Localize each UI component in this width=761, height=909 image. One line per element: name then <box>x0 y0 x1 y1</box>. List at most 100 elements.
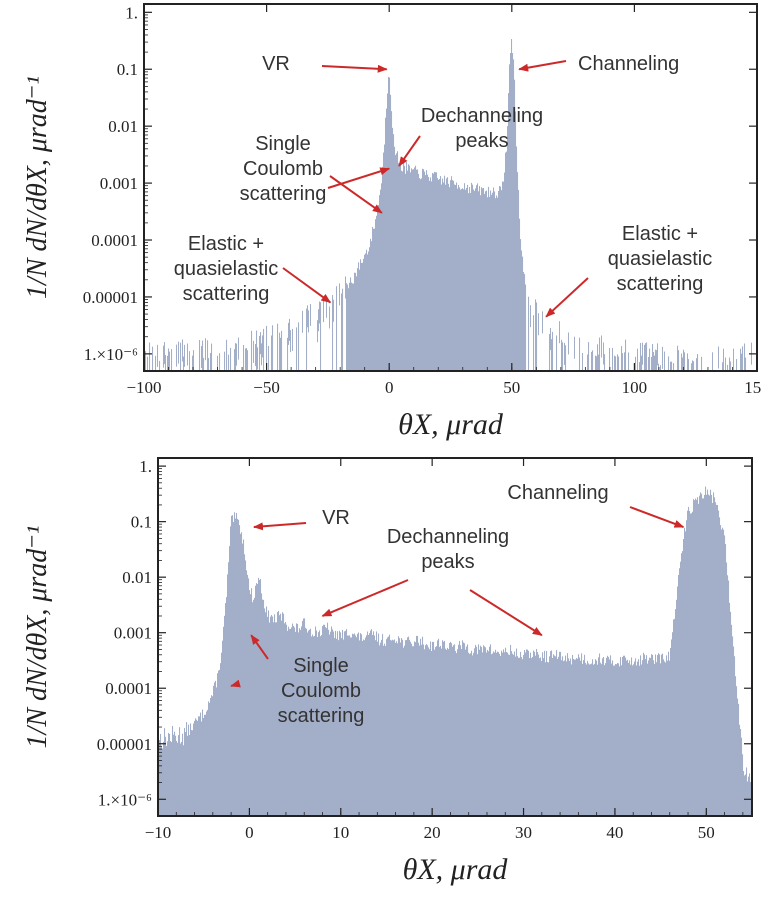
histogram-bar <box>710 489 712 816</box>
histogram-bar <box>537 652 539 816</box>
histogram-bar <box>261 343 262 366</box>
histogram-bar <box>441 648 443 816</box>
histogram-bar <box>515 111 517 371</box>
y-tick-label: 1.×10⁻⁶ <box>98 790 152 809</box>
histogram-bar <box>379 195 381 371</box>
histogram-bar <box>637 661 639 816</box>
histogram-bar <box>459 187 461 371</box>
histogram-bar <box>489 196 491 371</box>
histogram-bar <box>521 656 523 816</box>
histogram-bar <box>682 551 684 816</box>
histogram-bar <box>500 656 502 816</box>
annotation-label: Dechanneling <box>421 105 543 127</box>
histogram-bar <box>412 169 414 371</box>
histogram-bar <box>199 716 201 816</box>
histogram-bar <box>596 660 598 816</box>
histogram-bar <box>216 687 218 816</box>
histogram-bar <box>486 652 488 816</box>
histogram-bar <box>725 357 726 371</box>
histogram-bar <box>463 189 465 371</box>
histogram-bar <box>556 650 558 816</box>
histogram-bar <box>681 353 682 371</box>
histogram-bar <box>637 348 638 371</box>
histogram-bar <box>472 655 474 816</box>
annotation-label: Single <box>255 133 311 155</box>
histogram-bar <box>268 345 270 371</box>
histogram-bar <box>311 636 313 816</box>
histogram-bar <box>609 659 611 816</box>
histogram-bar <box>491 654 493 816</box>
histogram-bar <box>429 649 431 816</box>
histogram-bar <box>656 350 657 371</box>
histogram-bar <box>744 775 746 816</box>
histogram-bar <box>290 330 291 353</box>
histogram-bar <box>171 349 173 371</box>
histogram-bar <box>332 629 334 816</box>
histogram-bar <box>551 339 553 371</box>
histogram-bar <box>315 626 317 816</box>
histogram-bar <box>506 151 508 371</box>
histogram-bar <box>428 176 430 371</box>
histogram-bar <box>734 656 736 816</box>
histogram-bar <box>322 626 324 816</box>
histogram-bar <box>490 644 492 816</box>
histogram-bar <box>429 180 431 371</box>
histogram-bar <box>605 663 607 816</box>
histogram-bar <box>380 642 382 816</box>
histogram-bar <box>406 640 408 816</box>
histogram-bar <box>676 599 678 816</box>
histogram-bar <box>392 639 394 816</box>
histogram-bar <box>450 180 452 371</box>
annotation-arrow <box>230 679 241 688</box>
histogram-bar <box>284 623 286 816</box>
annotation-label: Single <box>293 655 349 677</box>
histogram-bar <box>421 644 423 816</box>
histogram-bar <box>538 654 540 816</box>
histogram-bar <box>678 575 680 816</box>
histogram-bar <box>572 654 574 816</box>
histogram-bar <box>497 197 499 371</box>
histogram-bar <box>589 664 591 816</box>
histogram-bar <box>380 189 382 371</box>
histogram-bar <box>470 653 472 816</box>
histogram-bar <box>195 718 197 816</box>
histogram-bar <box>451 176 453 371</box>
histogram-bar <box>421 178 423 371</box>
histogram-bar <box>250 594 252 816</box>
histogram-bar <box>651 654 653 816</box>
histogram-bar <box>307 305 308 328</box>
histogram-bar <box>551 650 553 816</box>
histogram-bar <box>704 494 706 816</box>
histogram-bar <box>201 346 202 369</box>
histogram-bar <box>673 363 675 371</box>
histogram-bar <box>319 301 320 324</box>
histogram-bar <box>411 643 413 816</box>
histogram-bar <box>492 192 494 371</box>
histogram-bar <box>253 340 254 363</box>
histogram-bar <box>406 162 408 371</box>
histogram-bar <box>708 494 710 816</box>
histogram-bar <box>635 658 637 816</box>
histogram-bar <box>345 630 347 816</box>
histogram-bar <box>725 544 727 816</box>
histogram-bar <box>450 641 452 816</box>
histogram-bar <box>490 190 492 371</box>
annotations: VR Channeling Dechanneling peaks Single Coulo… <box>230 482 685 727</box>
histogram-bar <box>692 360 694 371</box>
histogram-bar <box>615 356 617 371</box>
histogram-bars <box>145 39 757 372</box>
y-tick-label: 0.00001 <box>97 735 152 754</box>
histogram-bar <box>664 351 665 371</box>
histogram-bar <box>739 724 741 816</box>
histogram-bar <box>410 641 412 816</box>
histogram-bar <box>403 161 405 371</box>
histogram-bar <box>196 719 198 816</box>
histogram-bar <box>371 241 373 371</box>
histogram-bar <box>691 363 693 371</box>
histogram-bar <box>471 650 473 816</box>
histogram-bar <box>302 310 303 333</box>
histogram-bar <box>560 651 562 816</box>
histogram-bar <box>595 659 597 816</box>
histogram-bar <box>185 732 187 816</box>
